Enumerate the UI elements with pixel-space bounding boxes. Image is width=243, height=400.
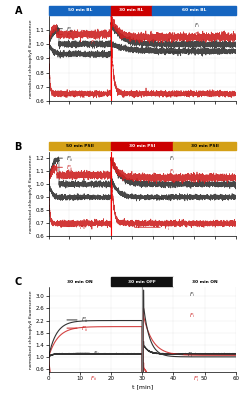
Text: $F_{i}^{\prime}$: $F_{i}^{\prime}$ bbox=[187, 350, 193, 360]
Text: $F_{ii}^{\prime}$: $F_{ii}^{\prime}$ bbox=[81, 324, 88, 334]
Text: $F_i$: $F_i$ bbox=[189, 290, 195, 299]
Text: $F_{ii}$: $F_{ii}$ bbox=[79, 92, 86, 101]
Text: $F_{ii}$: $F_{ii}$ bbox=[90, 374, 97, 384]
Text: $F_{i}^{\prime}$: $F_{i}^{\prime}$ bbox=[193, 374, 200, 384]
Text: $F_{i}^{\prime}$: $F_{i}^{\prime}$ bbox=[164, 223, 170, 233]
Text: $F_i$: $F_i$ bbox=[194, 22, 200, 30]
Text: 50 min BL: 50 min BL bbox=[68, 8, 92, 12]
Text: $F_i$: $F_i$ bbox=[189, 312, 195, 320]
Text: $F_{i}^{\prime}$: $F_{i}^{\prime}$ bbox=[185, 92, 191, 101]
Text: 30 min ON: 30 min ON bbox=[192, 280, 217, 284]
Text: 30 min RL: 30 min RL bbox=[120, 8, 144, 12]
Text: $F_i$: $F_i$ bbox=[194, 30, 200, 39]
Text: $F_{i}^{\prime}$: $F_{i}^{\prime}$ bbox=[185, 48, 191, 58]
Text: $F_{ii}^{\prime}$: $F_{ii}^{\prime}$ bbox=[81, 316, 88, 325]
Text: $F_{ii}^{\prime}$: $F_{ii}^{\prime}$ bbox=[66, 154, 73, 164]
Y-axis label: normalised chlorophyll fluorescence: normalised chlorophyll fluorescence bbox=[29, 290, 33, 369]
Bar bbox=[49, 277, 111, 286]
Text: C: C bbox=[15, 277, 22, 287]
Bar bbox=[111, 142, 173, 150]
Bar bbox=[111, 6, 152, 15]
Text: 30 min ON: 30 min ON bbox=[67, 280, 93, 284]
Bar bbox=[49, 6, 111, 15]
Bar bbox=[49, 142, 111, 150]
Text: $F_i$: $F_i$ bbox=[169, 154, 175, 163]
Text: $F_{ii}$: $F_{ii}$ bbox=[66, 50, 73, 59]
Text: $F_{ii}$: $F_{ii}$ bbox=[79, 223, 86, 232]
Text: 60 min BL: 60 min BL bbox=[182, 8, 206, 12]
Text: 50 min PSII: 50 min PSII bbox=[66, 144, 94, 148]
Bar bbox=[152, 6, 236, 15]
Bar bbox=[111, 277, 174, 286]
Bar bbox=[173, 142, 236, 150]
Text: $F_{ii}^{\prime}$: $F_{ii}^{\prime}$ bbox=[66, 163, 73, 173]
Text: 30 min OFF: 30 min OFF bbox=[128, 280, 156, 284]
Y-axis label: normalised chlorophyll fluorescence: normalised chlorophyll fluorescence bbox=[29, 19, 33, 98]
Text: B: B bbox=[15, 142, 22, 152]
Text: $F_{ii}^{\prime}$: $F_{ii}^{\prime}$ bbox=[66, 25, 73, 35]
Text: 30 min PSII: 30 min PSII bbox=[191, 144, 218, 148]
Text: 30 min PSI: 30 min PSI bbox=[129, 144, 155, 148]
Text: A: A bbox=[15, 6, 22, 16]
X-axis label: t [min]: t [min] bbox=[131, 384, 153, 389]
Text: $F_{i}^{\prime}$: $F_{i}^{\prime}$ bbox=[166, 194, 173, 204]
Text: $F_{ii}$: $F_{ii}$ bbox=[93, 349, 101, 358]
Text: $F_i$: $F_i$ bbox=[90, 38, 96, 47]
Y-axis label: normalised chlorophyll fluorescence: normalised chlorophyll fluorescence bbox=[29, 155, 33, 233]
Text: $F_{ii}^{\prime}$: $F_{ii}^{\prime}$ bbox=[66, 31, 73, 41]
Text: $F_{ii}$: $F_{ii}$ bbox=[89, 194, 96, 203]
Bar bbox=[174, 277, 236, 286]
Text: $F_i$: $F_i$ bbox=[169, 167, 175, 176]
